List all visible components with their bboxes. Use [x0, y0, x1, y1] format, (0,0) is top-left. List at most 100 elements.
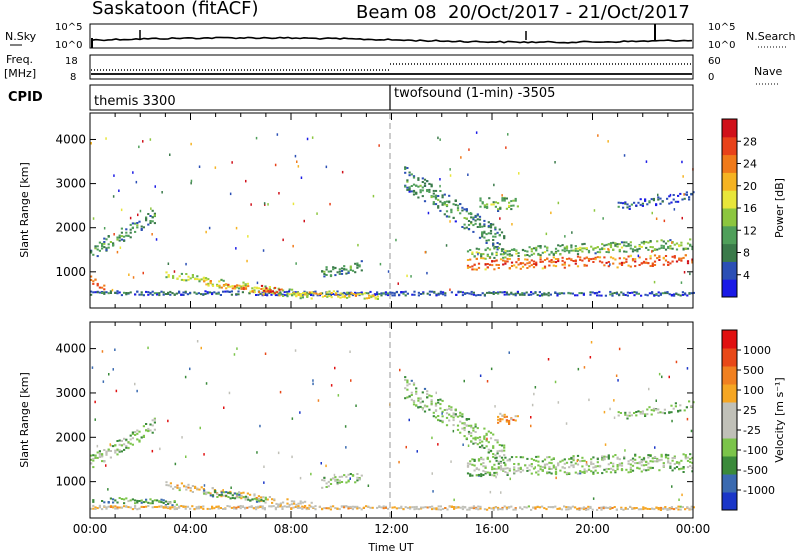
power-cell — [96, 284, 99, 287]
power-cell — [153, 214, 156, 217]
power-cell — [521, 265, 525, 268]
power-cell — [439, 190, 442, 192]
velocity-sparse-cell — [494, 405, 496, 408]
power-cell — [175, 292, 178, 295]
velocity-cell — [149, 502, 152, 505]
power-cell — [538, 291, 541, 294]
power-cell — [412, 176, 416, 179]
power-cell — [552, 260, 555, 263]
velocity-cell — [605, 470, 608, 473]
power-colorbar-blocks — [722, 119, 737, 298]
velocity-sparse-cell — [317, 399, 320, 402]
velocity-cell — [472, 429, 475, 432]
power-cell — [628, 205, 631, 208]
velocity-cell — [92, 499, 95, 502]
velocity-cell — [568, 472, 571, 475]
power-cell — [207, 282, 210, 285]
velocity-cell — [525, 506, 528, 509]
velocity-cell — [558, 507, 561, 510]
power-cell — [659, 293, 662, 296]
power-cell — [626, 206, 629, 209]
power-cell — [504, 251, 507, 254]
velocity-cell — [147, 427, 150, 430]
velocity-cell — [437, 508, 440, 511]
power-cell — [406, 179, 409, 182]
power-cell — [125, 231, 128, 234]
power-cell — [475, 257, 478, 260]
velocity-cell — [191, 505, 194, 508]
power-cell — [432, 201, 435, 204]
velocity-sparse-cell — [109, 443, 111, 446]
velocity-cell — [288, 503, 291, 506]
velocity-cell — [601, 455, 604, 458]
power-cell — [421, 181, 424, 183]
power-cell — [354, 262, 357, 265]
velocity-cell — [480, 463, 483, 466]
velocity-cell — [125, 438, 128, 441]
velocity-sparse-cell — [114, 348, 116, 351]
power-cell — [692, 291, 695, 294]
power-cell — [134, 293, 137, 296]
velocity-sparse-cell — [223, 406, 225, 409]
power-cell — [466, 250, 470, 253]
velocity-cell — [145, 500, 148, 503]
velocity-cell — [576, 472, 580, 475]
power-cell — [203, 279, 206, 282]
velocity-cell — [579, 472, 582, 475]
velocity-cell — [94, 454, 97, 457]
power-cell — [499, 291, 502, 294]
freq-tick-bottom: 8 — [70, 72, 76, 83]
power-cell — [244, 283, 247, 286]
velocity-colorbar-tick-label: 100 — [743, 384, 764, 397]
power-cell — [579, 258, 582, 261]
velocity-cell — [669, 465, 672, 468]
velocity-cell — [568, 466, 571, 469]
velocity-cell — [642, 459, 646, 462]
power-cell — [422, 292, 425, 295]
velocity-cell — [424, 506, 427, 509]
power-cell — [263, 292, 266, 295]
velocity-colorbar-block — [722, 456, 737, 475]
velocity-cell — [194, 485, 197, 488]
velocity-cell — [217, 505, 220, 508]
power-cell — [570, 246, 573, 249]
velocity-cell — [123, 498, 126, 501]
velocity-cell — [488, 471, 492, 474]
velocity-cell — [153, 428, 156, 431]
power-cell — [541, 294, 544, 297]
power-cell — [521, 292, 524, 295]
power-cell — [473, 263, 476, 266]
power-sparse-cell — [511, 223, 513, 226]
velocity-cell — [101, 508, 104, 511]
power-cell — [180, 278, 183, 281]
velocity-cell — [491, 474, 494, 477]
power-cell — [307, 292, 310, 295]
velocity-cell — [153, 421, 156, 424]
power-sparse-cell — [105, 137, 107, 140]
power-cell — [589, 291, 592, 294]
velocity-cell — [550, 468, 553, 470]
velocity-cell — [175, 508, 178, 510]
power-cell — [288, 293, 291, 296]
power-cell — [530, 291, 533, 294]
velocity-cell — [603, 455, 606, 458]
velocity-cell — [178, 487, 181, 490]
velocity-cell — [237, 506, 240, 509]
velocity-sparse-cell — [405, 445, 407, 449]
power-cell — [356, 264, 359, 267]
velocity-sparse-cell — [530, 416, 532, 419]
power-cell — [358, 264, 361, 267]
velocity-cell — [567, 506, 570, 509]
power-cell — [226, 290, 229, 293]
power-cell — [620, 241, 624, 244]
power-cell — [614, 244, 617, 247]
power-cell — [412, 193, 416, 196]
velocity-colorbar-frame — [721, 329, 738, 511]
velocity-cell — [301, 505, 304, 508]
velocity-cell — [657, 508, 660, 511]
velocity-cell — [682, 467, 685, 470]
velocity-cell — [443, 409, 446, 411]
power-cell — [666, 197, 669, 200]
power-cell — [472, 218, 475, 221]
power-cell — [467, 220, 471, 222]
